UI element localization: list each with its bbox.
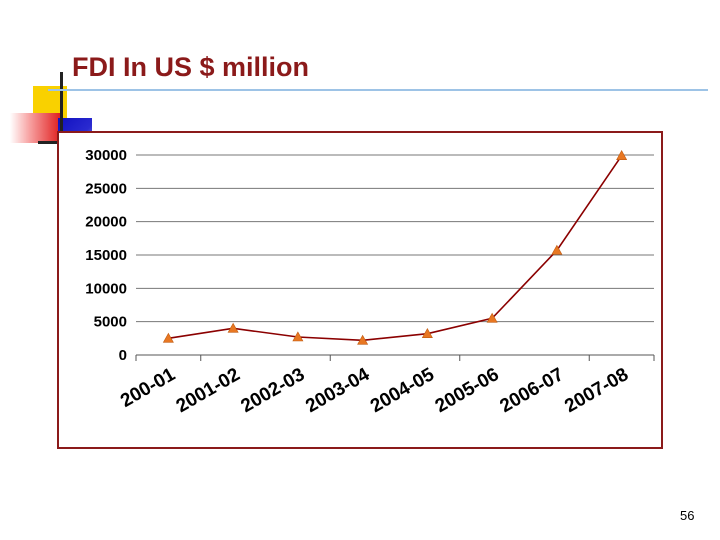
series-line bbox=[168, 155, 623, 342]
data-point-marker bbox=[486, 312, 498, 323]
chart-gridlines bbox=[136, 154, 654, 356]
y-tick-label: 0 bbox=[119, 347, 127, 364]
y-tick-label: 25000 bbox=[85, 180, 127, 197]
decorative-red-gradient-block bbox=[10, 113, 60, 143]
y-tick-label: 15000 bbox=[85, 247, 127, 264]
data-point-marker bbox=[292, 331, 304, 342]
y-tick-label: 10000 bbox=[85, 280, 127, 297]
y-tick-label: 20000 bbox=[85, 214, 127, 231]
data-point-marker bbox=[162, 332, 174, 343]
page-number: 56 bbox=[680, 508, 695, 523]
decorative-vertical-bar bbox=[60, 72, 63, 160]
y-axis-tick-labels: 0 5000 10000 15000 20000 25000 30000 bbox=[85, 147, 127, 364]
chart-frame bbox=[57, 131, 663, 449]
slide-title: FDI In US $ million bbox=[72, 52, 310, 82]
data-point-marker bbox=[616, 150, 628, 160]
data-point-marker bbox=[421, 328, 433, 338]
x-axis bbox=[135, 355, 655, 361]
y-tick-label: 5000 bbox=[94, 314, 127, 331]
y-tick-label: 30000 bbox=[85, 147, 127, 164]
title-underline bbox=[48, 89, 708, 91]
data-point-marker bbox=[551, 244, 563, 255]
data-point-marker bbox=[227, 322, 239, 333]
data-point-marker bbox=[357, 334, 369, 345]
series-group bbox=[162, 150, 628, 345]
